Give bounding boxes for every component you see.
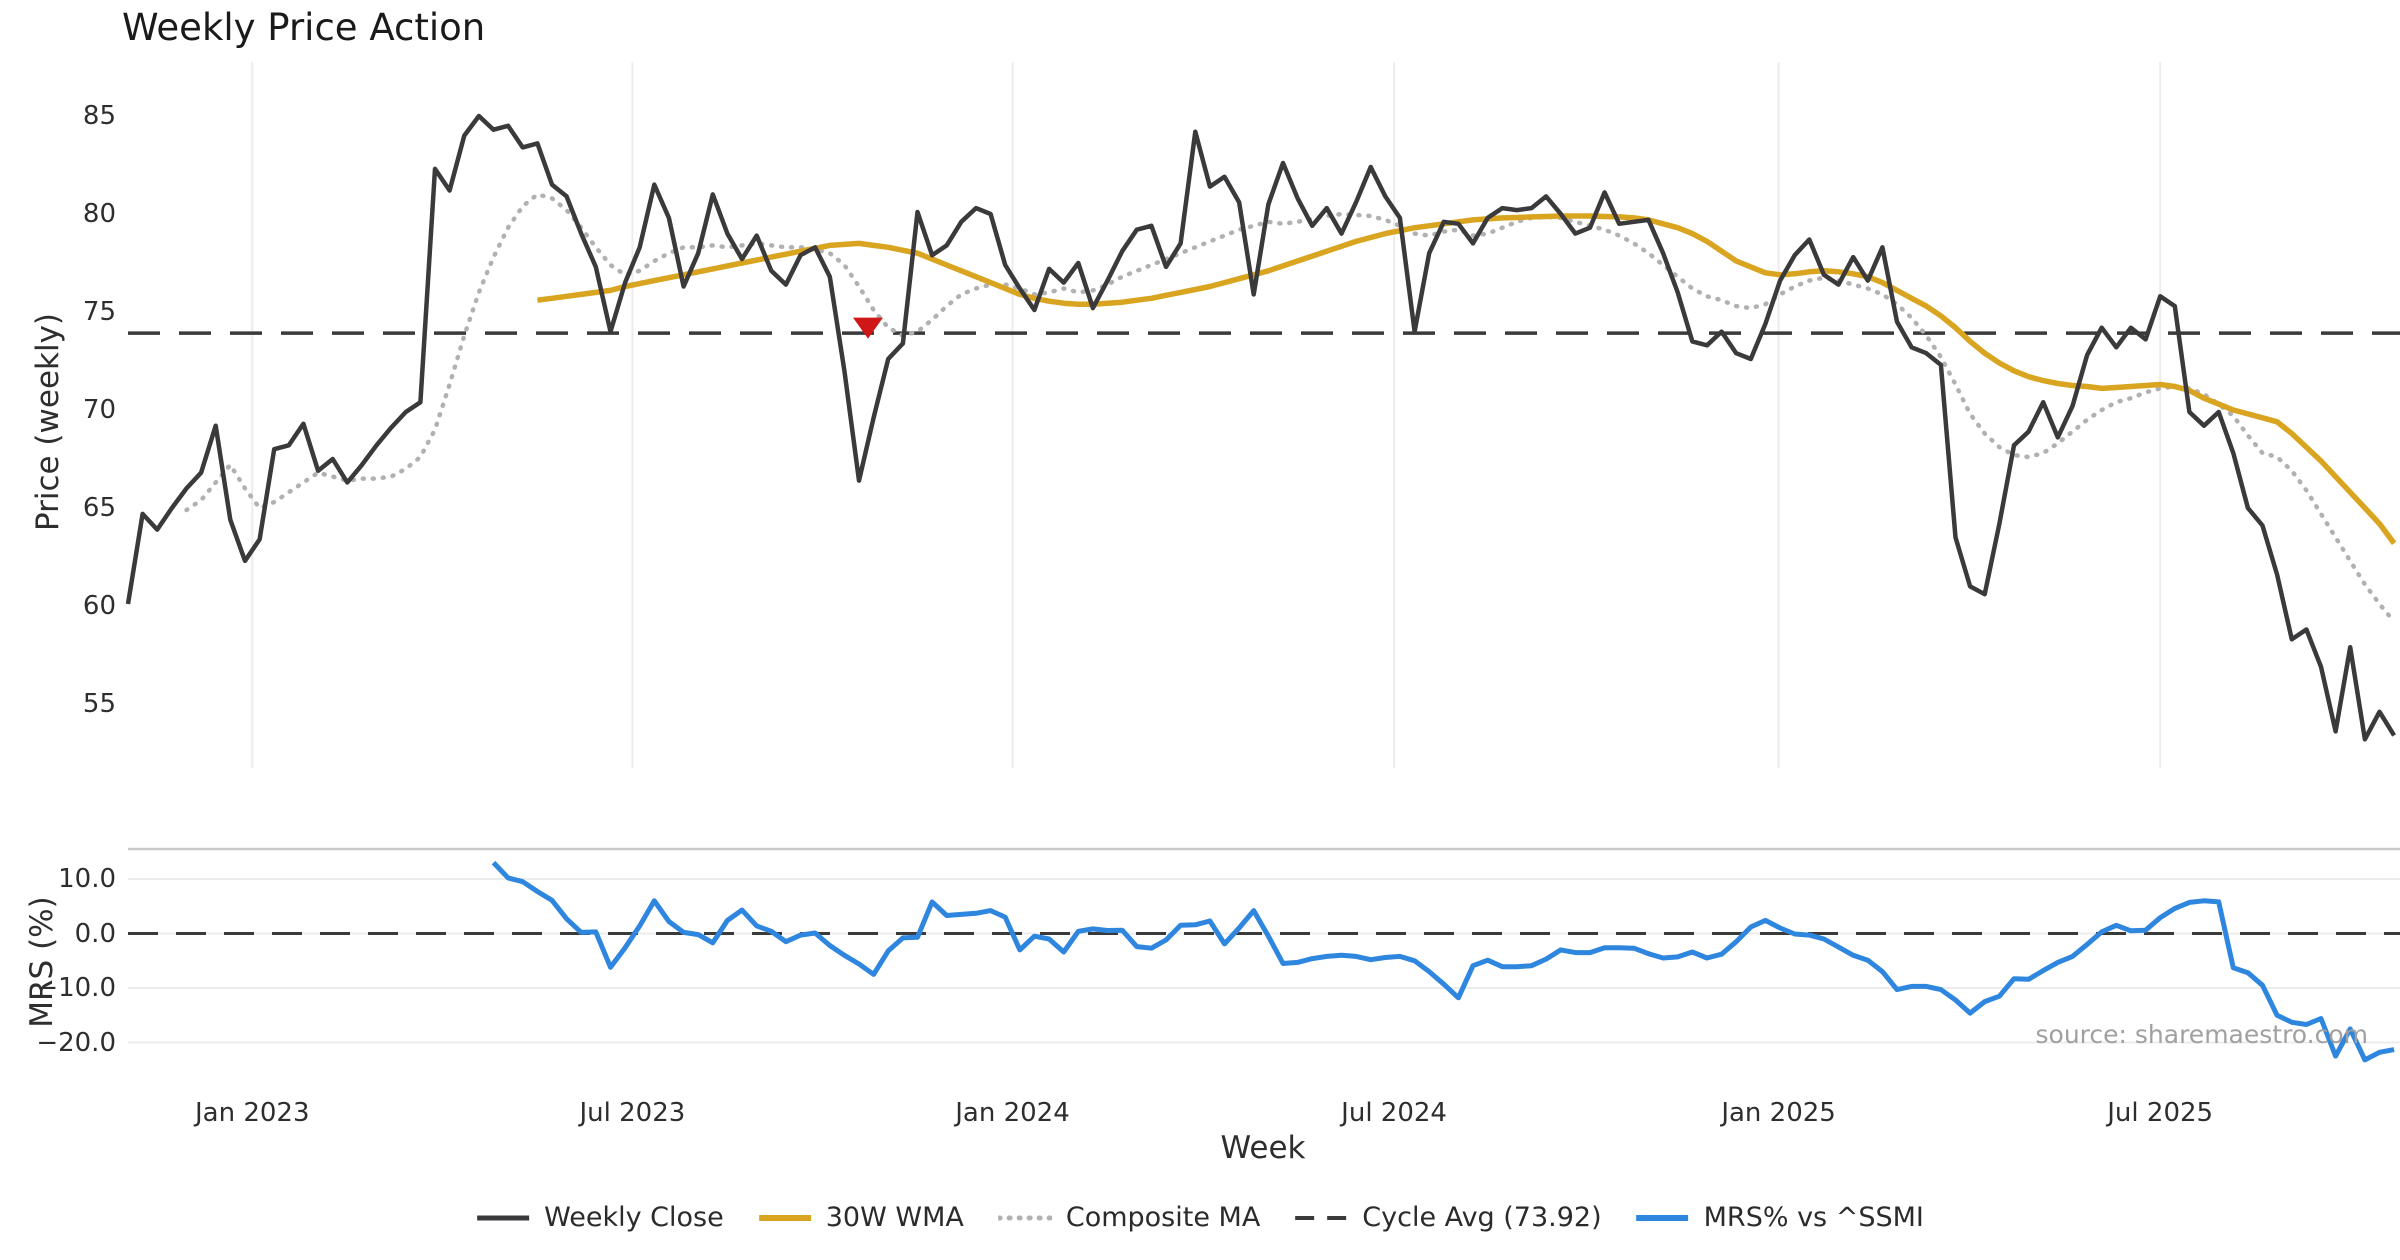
price-y-tick-label: 65	[82, 493, 116, 523]
legend-item-composite-ma: Composite MA	[997, 1202, 1261, 1233]
legend-item-weekly-close: Weekly Close	[476, 1202, 724, 1233]
mrs-y-tick-label: 10.0	[58, 864, 116, 894]
price-y-tick-label: 75	[82, 297, 116, 327]
price-y-tick-label: 70	[82, 395, 116, 425]
legend-label: Weekly Close	[544, 1202, 724, 1233]
mrs-y-tick-label: −20.0	[36, 1027, 116, 1058]
price-y-tick-label: 80	[82, 199, 116, 229]
source-note: source: sharemaestro.com	[2035, 1020, 2369, 1049]
legend-item-wma-30w: 30W WMA	[758, 1202, 964, 1233]
price-y-tick-label: 60	[82, 591, 116, 621]
legend-swatch-solid-icon	[477, 1215, 530, 1220]
legend: Weekly Close 30W WMA Composite MA Cycle …	[476, 1202, 1924, 1233]
x-tick-label: Jan 2023	[195, 1098, 310, 1128]
legend-swatch-dashes-icon	[1295, 1215, 1348, 1220]
legend-label: Cycle Avg (73.92)	[1362, 1202, 1602, 1233]
x-tick-label: Jul 2025	[2107, 1098, 2214, 1128]
legend-label: Composite MA	[1065, 1202, 1261, 1233]
sell-signal-marker-icon	[853, 317, 883, 339]
legend-swatch-solid-icon	[758, 1214, 811, 1221]
page-title: Weekly Price Action	[122, 6, 486, 49]
composite-ma-line	[184, 191, 2397, 624]
price-y-tick-label: 55	[82, 689, 116, 719]
mrs-y-tick-label: −10.0	[36, 973, 116, 1003]
weekly-close-line	[125, 113, 2397, 742]
x-axis-label: Week	[1220, 1130, 1306, 1166]
wma-30w-line	[537, 213, 2397, 545]
legend-label: MRS% vs ^SSMI	[1703, 1202, 1924, 1233]
price-y-tick-label: 85	[82, 101, 116, 131]
x-tick-label: Jan 2025	[1721, 1098, 1836, 1128]
mrs-line	[491, 860, 2395, 1063]
x-tick-label: Jul 2024	[1341, 1098, 1447, 1128]
legend-swatch-solid-icon	[1636, 1214, 1689, 1221]
legend-label: 30W WMA	[825, 1202, 964, 1233]
x-tick-label: Jan 2024	[955, 1098, 1070, 1128]
mrs-y-tick-label: 0.0	[74, 918, 116, 949]
legend-item-cycle-avg: Cycle Avg (73.92)	[1294, 1202, 1602, 1233]
legend-swatch-dotted-icon	[997, 1215, 1052, 1220]
x-tick-label: Jul 2023	[579, 1098, 686, 1128]
legend-item-mrs: MRS% vs ^SSMI	[1636, 1202, 1924, 1233]
